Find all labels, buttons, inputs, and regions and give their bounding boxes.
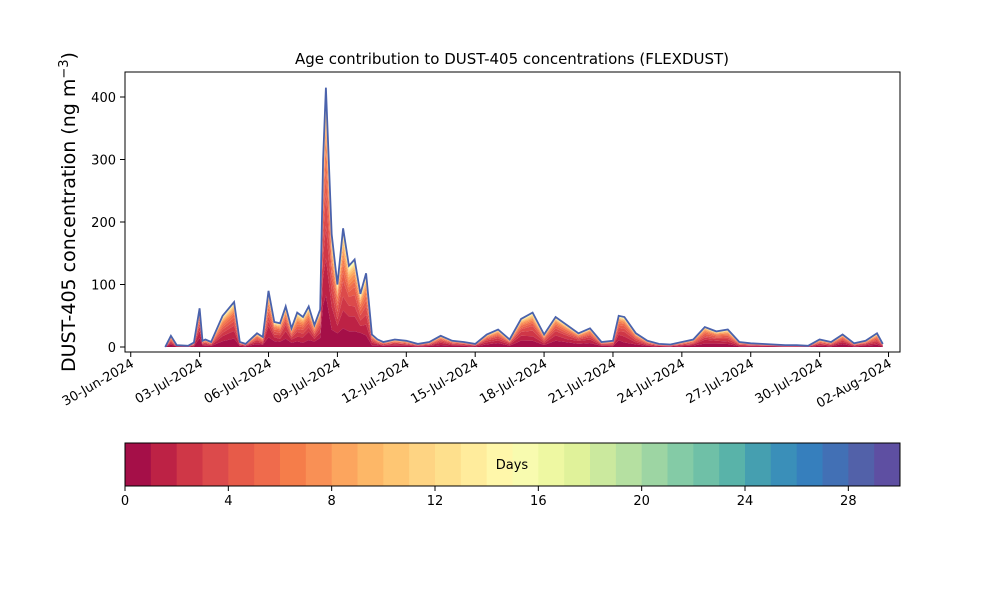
colorbar-swatch — [460, 443, 488, 486]
colorbar-swatch — [770, 443, 798, 486]
x-tick-label: 06-Jul-2024 — [202, 356, 275, 407]
colorbar-swatch — [486, 443, 513, 486]
colorbar-tick-label: 0 — [121, 494, 129, 509]
x-tick-label: 18-Jul-2024 — [477, 356, 550, 407]
colorbar-swatch — [615, 443, 643, 486]
colorbar-swatch — [125, 443, 152, 486]
colorbar-swatch — [874, 443, 901, 486]
colorbar-frame — [124, 442, 901, 487]
colorbar-swatch — [538, 443, 565, 486]
x-tick-label: 24-Jul-2024 — [615, 356, 688, 407]
y-axis-label-superscript: −3 — [57, 59, 72, 78]
colorbar-swatch — [150, 443, 178, 486]
colorbar-label: Days — [496, 458, 529, 473]
y-tick-label: 200 — [91, 216, 116, 231]
y-axis-label-main: DUST-405 concentration (ng m — [58, 79, 80, 372]
colorbar-swatch — [228, 443, 255, 486]
y-axis-label-close: ) — [58, 52, 80, 59]
colorbar-swatch — [280, 443, 307, 486]
colorbar-swatch — [305, 443, 333, 486]
colorbar-swatch — [254, 443, 281, 486]
plot-frame — [124, 71, 901, 353]
colorbar-swatch — [383, 443, 410, 486]
plot-area: 010020030040030-Jun-202403-Jul-202406-Ju… — [60, 71, 901, 412]
y-tick-label: 300 — [91, 154, 116, 169]
colorbar-swatch — [693, 443, 720, 486]
x-tick-label: 12-Jul-2024 — [339, 356, 412, 407]
colorbar-tick-label: 8 — [328, 494, 336, 509]
x-tick-label: 15-Jul-2024 — [408, 356, 481, 407]
y-tick-label: 0 — [108, 341, 116, 356]
colorbar-swatch — [176, 443, 203, 486]
total-concentration-line — [164, 87, 884, 348]
colorbar-swatch — [435, 443, 462, 486]
x-tick-label: 03-Jul-2024 — [133, 356, 206, 407]
age-band-1 — [165, 258, 883, 347]
y-tick-label: 100 — [91, 279, 116, 294]
x-tick-label: 09-Jul-2024 — [271, 356, 344, 407]
colorbar-tick-label: 28 — [840, 494, 857, 509]
colorbar: 0 4 8 12 16 20 24 28 — [121, 442, 901, 509]
x-tick-label: 21-Jul-2024 — [546, 356, 619, 407]
colorbar-swatch — [796, 443, 823, 486]
colorbar-swatch — [667, 443, 694, 486]
colorbar-swatch — [641, 443, 668, 486]
colorbar-tick-label: 4 — [224, 494, 232, 509]
age-band-0 — [165, 295, 883, 347]
colorbar-swatch — [357, 443, 384, 486]
y-tick-label: 400 — [91, 91, 116, 106]
plot-background — [125, 72, 900, 352]
colorbar-tick-label: 20 — [633, 494, 650, 509]
y-axis-label: DUST-405 concentration (ng m−3) — [57, 52, 80, 372]
colorbar-swatch — [564, 443, 591, 486]
colorbar-tick-label: 24 — [737, 494, 754, 509]
colorbar-swatch — [719, 443, 746, 486]
colorbar-tick-label: 12 — [427, 494, 444, 509]
colorbar-swatch — [745, 443, 772, 486]
colorbar-swatch — [409, 443, 436, 486]
colorbar-tick-label: 16 — [530, 494, 547, 509]
x-tick-label: 27-Jul-2024 — [684, 356, 757, 407]
colorbar-swatch — [202, 443, 229, 486]
colorbar-swatch — [590, 443, 617, 486]
chart-title: Age contribution to DUST-405 concentrati… — [295, 50, 729, 68]
colorbar-swatch — [822, 443, 849, 486]
colorbar-swatch — [848, 443, 875, 486]
colorbar-swatch — [512, 443, 539, 486]
x-tick-label: 02-Aug-2024 — [814, 356, 894, 411]
colorbar-swatch — [331, 443, 358, 486]
